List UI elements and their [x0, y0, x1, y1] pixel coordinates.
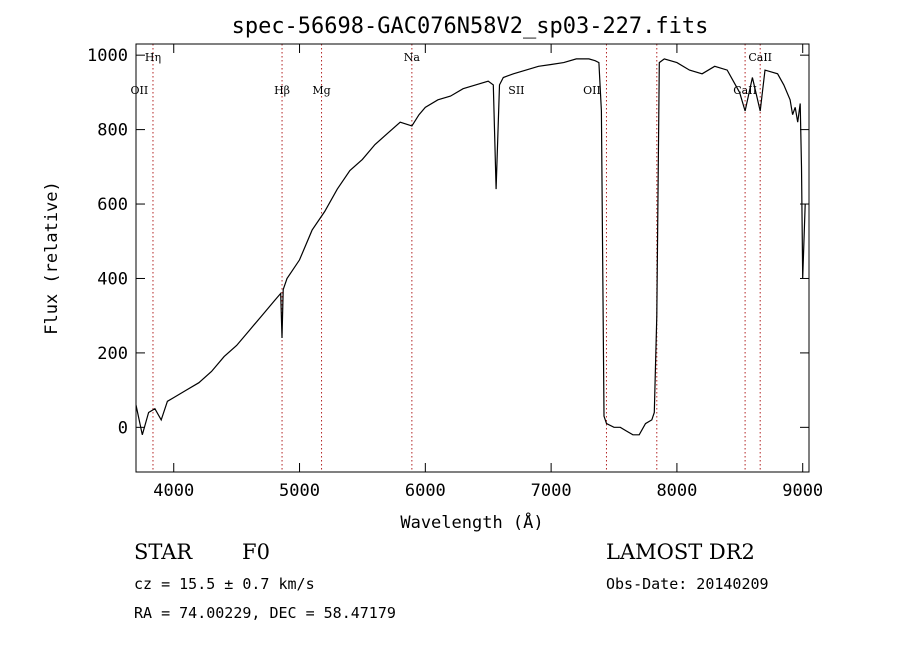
x-tick-label-4: 8000: [656, 481, 697, 501]
redshift-text: cz = 15.5 ± 0.7 km/s: [134, 575, 315, 593]
line-label-8: CaII: [733, 84, 757, 97]
y-tick-label-1: 200: [97, 344, 128, 364]
x-tick-label-0: 4000: [153, 481, 194, 501]
x-tick-label-1: 5000: [279, 481, 320, 501]
y-tick-label-2: 400: [97, 269, 128, 289]
x-axis-ticks: 4000 5000 6000 7000 8000 9000: [153, 44, 823, 501]
y-axis-ticks: 0 200 400 600 800 1000: [87, 46, 809, 438]
y-tick-label-5: 1000: [87, 46, 128, 66]
y-tick-label-0: 0: [118, 418, 128, 438]
line-label-6: SII: [508, 84, 524, 97]
spectrum-series: [136, 58, 806, 436]
marker-labels: Hη OII Hβ Mg Na OII SII CaII CaII: [131, 51, 772, 97]
chart-title: spec-56698-GAC076N58V2_sp03-227.fits: [232, 14, 709, 39]
line-label-2: Hβ: [274, 84, 290, 97]
x-axis-label: Wavelength (Å): [400, 511, 543, 533]
x-tick-label-5: 9000: [782, 481, 823, 501]
marker-lines: [152, 44, 761, 472]
y-axis-label: Flux (relative): [42, 181, 62, 335]
line-label-5: OII: [583, 84, 601, 97]
line-label-4: Na: [404, 51, 421, 64]
x-tick-label-3: 7000: [531, 481, 572, 501]
object-class: STAR: [134, 540, 193, 564]
spectrum-line: [136, 58, 806, 436]
line-label-3: Mg: [312, 84, 330, 97]
y-tick-label-3: 600: [97, 195, 128, 215]
observation-date: Obs-Date: 20140209: [606, 575, 769, 593]
plot-frame: [135, 43, 810, 473]
x-tick-label-2: 6000: [405, 481, 446, 501]
line-label-0: Hη: [145, 51, 161, 64]
survey-name: LAMOST DR2: [606, 540, 755, 564]
coordinates-text: RA = 74.00229, DEC = 58.47179: [134, 604, 396, 622]
y-tick-label-4: 800: [97, 121, 128, 141]
line-label-7: CaII: [748, 51, 772, 64]
line-label-1: OII: [131, 84, 149, 97]
object-subclass: F0: [242, 540, 270, 564]
